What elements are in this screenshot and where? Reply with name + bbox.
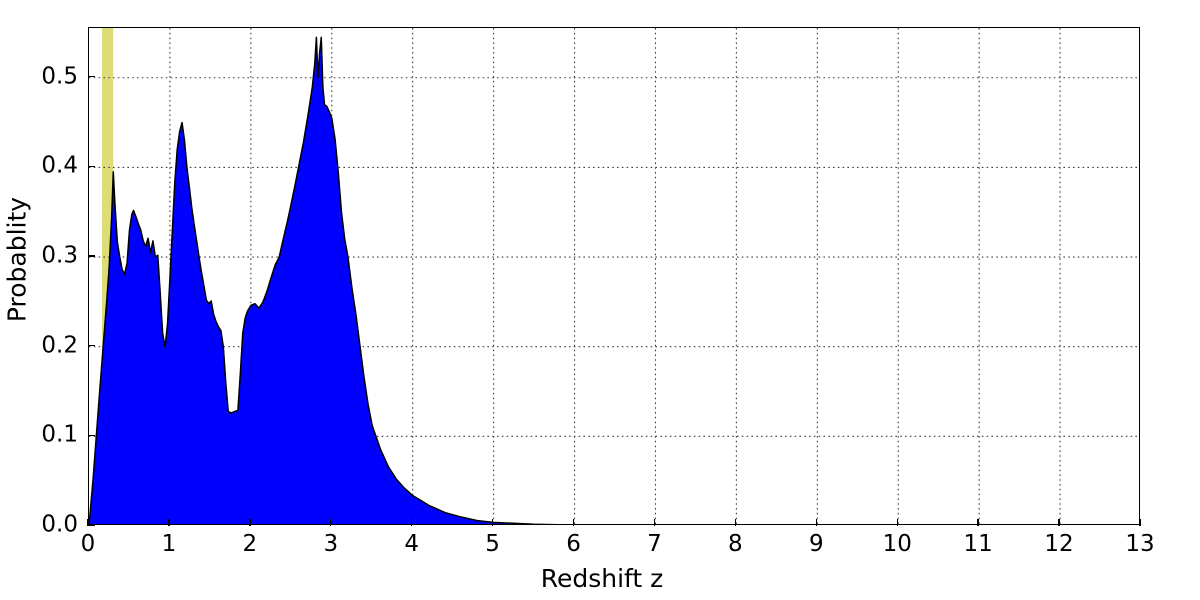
y-axis-title: Probablity bbox=[3, 110, 32, 410]
x-tick-mark bbox=[87, 519, 89, 526]
y-tick-mark bbox=[88, 524, 95, 526]
x-tick-mark bbox=[896, 519, 898, 526]
x-tick-label: 11 bbox=[963, 531, 993, 557]
x-axis-title-text: Redshift z bbox=[540, 564, 664, 593]
y-tick-label: 0.4 bbox=[41, 152, 78, 179]
highlight-band-group bbox=[101, 28, 114, 524]
y-tick-label: 0.2 bbox=[41, 332, 78, 359]
x-tick-mark bbox=[977, 519, 979, 526]
x-tick-mark bbox=[410, 519, 413, 526]
x-tick-label: 10 bbox=[882, 531, 912, 557]
x-tick-label: 8 bbox=[728, 531, 743, 557]
x-tick-label: 6 bbox=[566, 531, 581, 557]
x-tick-label: 2 bbox=[242, 531, 258, 557]
x-tick-label: 1 bbox=[161, 531, 177, 557]
y-tick-mark bbox=[88, 255, 95, 257]
plot-area bbox=[88, 27, 1140, 525]
y-tick-mark bbox=[88, 345, 95, 347]
y-tick-mark bbox=[88, 76, 95, 78]
x-tick-label: 4 bbox=[404, 531, 420, 557]
x-tick-mark bbox=[815, 519, 817, 526]
highlight-band bbox=[101, 28, 114, 524]
x-tick-label: 5 bbox=[485, 531, 500, 557]
x-tick-mark bbox=[1058, 519, 1060, 526]
y-tick-label: 0.1 bbox=[41, 421, 78, 448]
plot-svg bbox=[89, 28, 1139, 524]
probability-area bbox=[89, 37, 530, 524]
y-tick-label: 0.0 bbox=[41, 511, 78, 538]
x-tick-mark bbox=[330, 519, 332, 526]
x-tick-mark bbox=[653, 519, 656, 526]
y-tick-label: 0.5 bbox=[41, 63, 78, 90]
x-tick-mark bbox=[249, 519, 251, 526]
gridlines bbox=[89, 28, 1139, 524]
x-tick-mark bbox=[491, 519, 494, 526]
x-tick-label: 0 bbox=[80, 531, 96, 557]
x-tick-mark bbox=[168, 519, 170, 526]
y-tick-mark bbox=[88, 165, 95, 168]
x-tick-label: 3 bbox=[323, 531, 339, 557]
x-tick-mark bbox=[572, 519, 575, 526]
x-axis-title: Redshift z bbox=[0, 564, 1200, 593]
y-tick-mark bbox=[88, 434, 95, 437]
x-tick-label: 7 bbox=[647, 531, 662, 557]
x-tick-mark bbox=[1139, 519, 1141, 526]
x-tick-label: 13 bbox=[1125, 531, 1155, 557]
probability-outline bbox=[89, 36, 559, 524]
x-tick-label: 9 bbox=[808, 531, 824, 557]
y-tick-label: 0.3 bbox=[41, 242, 78, 269]
y-axis-title-text: Probablity bbox=[2, 196, 32, 323]
x-tick-mark bbox=[734, 519, 737, 526]
x-tick-label: 12 bbox=[1044, 531, 1074, 557]
